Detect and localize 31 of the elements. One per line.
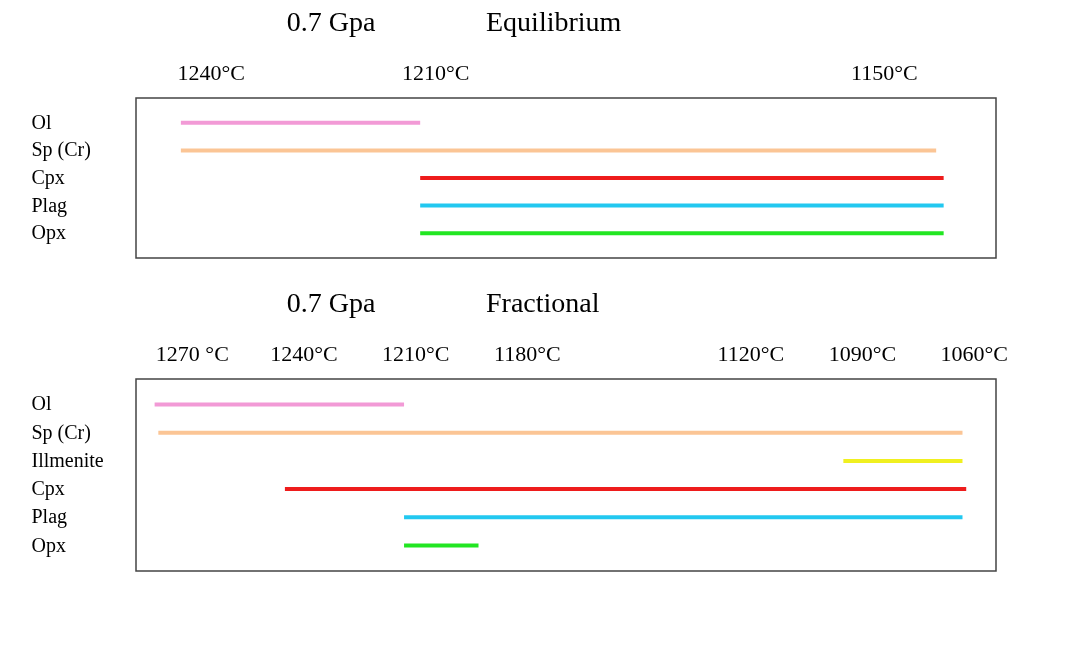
chart-title: 0.7 Gpa xyxy=(286,287,376,318)
bar xyxy=(154,402,405,407)
x-tick-label: 1120°C xyxy=(717,340,785,366)
bar xyxy=(158,430,963,435)
x-tick-label: 1150°C xyxy=(851,59,918,85)
y-tick-label: Plag xyxy=(31,505,68,529)
x-tick-label: 1240°C xyxy=(270,340,338,366)
bar xyxy=(843,458,963,463)
bar xyxy=(404,543,479,548)
y-tick-label: Sp (Cr) xyxy=(31,420,91,444)
x-tick-label: 1090°C xyxy=(828,340,897,366)
y-tick-label: Cpx xyxy=(31,166,65,189)
chart-subtitle: Equilibrium xyxy=(486,6,622,37)
bar xyxy=(404,515,963,520)
y-tick-label: Cpx xyxy=(31,477,65,501)
bar xyxy=(284,487,967,492)
x-tick-label: 1210°C xyxy=(381,340,450,366)
y-tick-label: Illmenite xyxy=(31,448,104,471)
chart-subtitle: Fractional xyxy=(486,287,600,318)
x-tick-label: 1240°C xyxy=(177,59,246,85)
x-tick-label: 1270 °C xyxy=(155,340,229,366)
x-tick-label: 1180°C xyxy=(494,340,561,366)
y-tick-label: Ol xyxy=(31,392,52,415)
x-tick-label: 1210°C xyxy=(401,59,470,85)
y-tick-label: Sp (Cr) xyxy=(31,138,91,162)
y-tick-label: Plag xyxy=(31,193,68,217)
y-tick-label: Opx xyxy=(31,221,66,245)
y-tick-label: Ol xyxy=(31,110,52,133)
y-tick-label: Opx xyxy=(31,533,66,557)
x-tick-label: 1060°C xyxy=(940,340,1008,366)
chart-title: 0.7 Gpa xyxy=(286,6,376,37)
